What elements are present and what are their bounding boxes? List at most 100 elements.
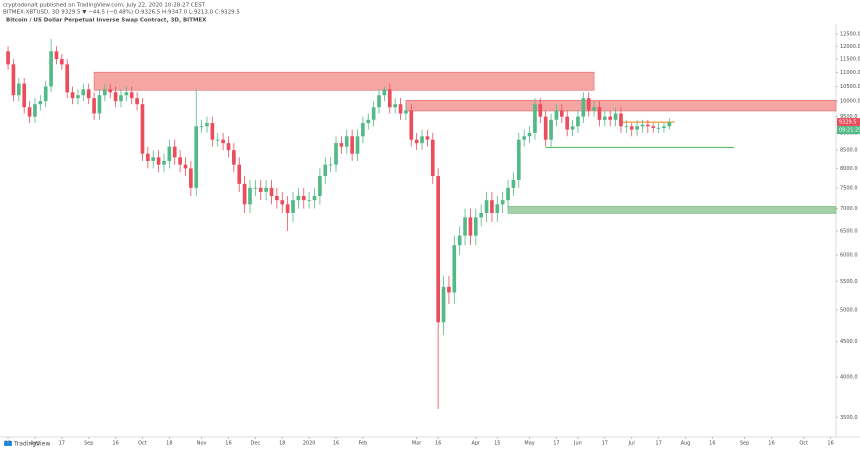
y-tick-label: 12000.0: [840, 44, 860, 50]
candle-body: [463, 217, 467, 236]
candle-body: [307, 200, 311, 201]
candle-body: [178, 157, 182, 165]
candle-body: [119, 95, 123, 102]
candle-body: [581, 98, 586, 117]
price-box: [837, 118, 860, 127]
candle-body: [511, 179, 516, 188]
candle-body: [92, 98, 96, 114]
candle-body: [151, 157, 156, 161]
candle-body: [516, 139, 521, 180]
candle-body: [447, 286, 451, 293]
zone: [93, 71, 595, 91]
candle-body: [258, 187, 263, 192]
candle-body: [275, 195, 279, 201]
y-tick-label: 10500.0: [840, 84, 860, 90]
candle-body: [629, 126, 634, 130]
candle-body: [344, 136, 349, 147]
candle-body: [146, 153, 150, 161]
candle-body: [619, 113, 623, 127]
y-tick-label: 3500.0: [840, 415, 858, 421]
candle-body: [640, 124, 645, 127]
candle-body: [646, 124, 650, 127]
x-tick-label: 2020: [303, 441, 316, 447]
candle-body: [312, 195, 317, 201]
x-tick-label: 18: [279, 441, 285, 447]
candle-body: [97, 95, 102, 114]
candle-body: [371, 107, 376, 120]
candle-body: [253, 187, 258, 189]
candle-body: [237, 164, 242, 184]
chart-title: Bitcoin / US Dollar Perpetual Inverse Sw…: [6, 18, 207, 24]
candle-body: [76, 95, 80, 99]
candle-body: [361, 123, 365, 137]
candle-body: [194, 126, 199, 188]
candle-body: [350, 136, 354, 154]
x-tick-label: May: [524, 441, 534, 447]
candle-body: [543, 116, 548, 140]
candle-body: [522, 136, 527, 140]
candle-body: [393, 104, 397, 108]
candle-body: [269, 187, 274, 196]
x-tick-label: 16: [768, 441, 774, 447]
candle-body: [565, 116, 570, 130]
candle-body: [135, 98, 139, 105]
x-tick-label: Feb: [358, 441, 367, 447]
publisher-header: cryptodonalt published on TradingView.co…: [3, 3, 206, 9]
x-tick-label: Oct: [799, 441, 808, 447]
candle-body: [280, 200, 285, 205]
candle-body: [624, 126, 629, 128]
candle-body: [527, 132, 532, 137]
candle-body: [468, 217, 473, 236]
x-tick-label: 18: [166, 441, 172, 447]
candle-body: [183, 164, 188, 169]
candle-body: [140, 104, 145, 154]
candle-body: [382, 89, 387, 96]
x-tick-label: Dec: [251, 441, 261, 447]
candle-body: [490, 200, 494, 213]
x-tick-label: 16: [333, 441, 339, 447]
x-tick-label: 16: [225, 441, 231, 447]
candle-body: [124, 92, 129, 96]
x-tick-label: Aug: [30, 441, 40, 447]
candle-body: [667, 122, 672, 127]
candle-body: [570, 126, 575, 130]
candle-body: [533, 104, 537, 133]
candle-body: [103, 89, 107, 96]
candle-body: [355, 136, 360, 154]
candle-body: [404, 110, 408, 114]
candle-body: [16, 83, 21, 96]
candle-body: [495, 204, 500, 213]
candle-body: [339, 143, 344, 147]
candle-body: [43, 86, 48, 102]
x-tick-label: Oct: [138, 441, 147, 447]
candle-body: [398, 104, 403, 114]
x-tick-label: 17: [59, 441, 65, 447]
candle-body: [162, 160, 166, 165]
brand: TradingView: [13, 441, 50, 448]
candle-body: [506, 187, 510, 201]
candle-body: [156, 157, 161, 165]
candle-body: [656, 127, 661, 129]
candle-body: [414, 139, 419, 144]
candle-body: [613, 113, 618, 120]
candle-body: [484, 200, 489, 213]
candle-body: [108, 89, 113, 93]
candle-body: [441, 286, 446, 323]
candle-body: [576, 116, 580, 127]
candle-body: [597, 107, 602, 120]
x-tick-label: 17: [602, 441, 608, 447]
candle-body: [608, 116, 613, 120]
candle-body: [457, 235, 462, 246]
candle-body: [6, 51, 10, 65]
y-tick-label: 6500.0: [840, 228, 858, 234]
countdown: 09:21:25: [839, 128, 860, 134]
candle-body: [635, 126, 639, 130]
candle-body: [549, 119, 553, 140]
x-tick-label: 16: [709, 441, 715, 447]
x-tick-label: Sep: [84, 441, 93, 447]
candle-body: [328, 164, 333, 166]
x-tick-label: 16: [827, 441, 833, 447]
candle-body: [129, 92, 134, 99]
candle-body: [86, 89, 91, 99]
